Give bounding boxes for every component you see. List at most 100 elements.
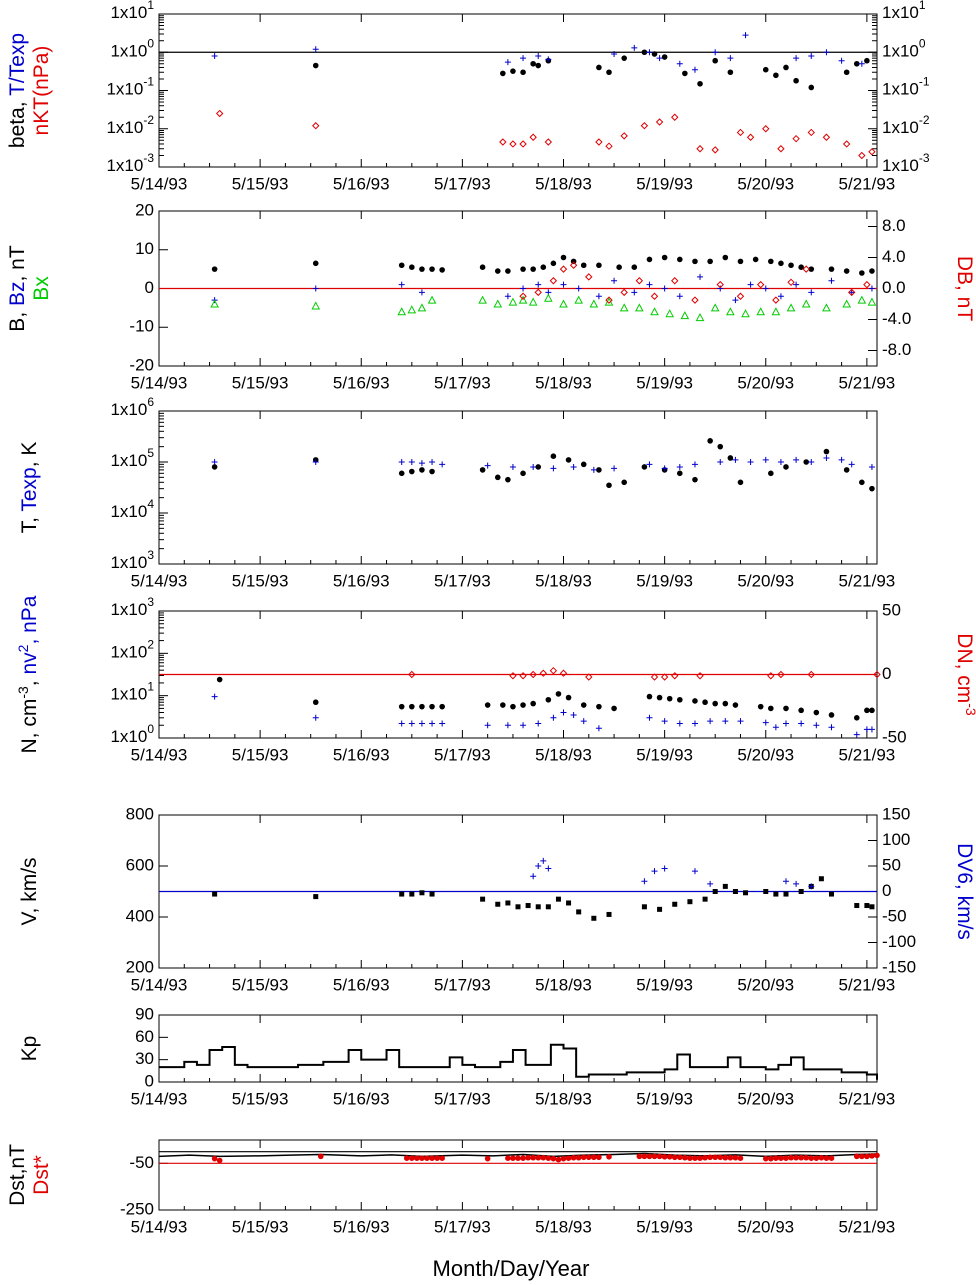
data-point [530, 463, 537, 470]
data-point [505, 1155, 511, 1161]
data-point [530, 873, 537, 880]
data-point [716, 280, 724, 289]
data-point [742, 32, 749, 39]
data-point [802, 265, 810, 273]
data-point [859, 1153, 865, 1160]
data-point [727, 55, 734, 62]
data-point [403, 1155, 410, 1161]
data-point [691, 720, 698, 727]
data-point [429, 1155, 435, 1161]
data-point [808, 266, 815, 272]
data-point [717, 459, 724, 465]
data-point [665, 309, 675, 318]
data-point [691, 461, 698, 468]
x-tick-label: 5/15/93 [232, 745, 289, 764]
series-B-2 [210, 293, 877, 322]
x-tick-label: 5/15/93 [232, 174, 289, 193]
x-tick-label: 5/15/93 [232, 373, 289, 392]
x-tick-label: 5/16/93 [333, 174, 390, 193]
data-point [484, 1155, 491, 1162]
data-point [555, 1156, 562, 1163]
data-point [868, 463, 875, 470]
right-tick-label: -8.0 [882, 340, 911, 359]
plot-frame [158, 13, 878, 168]
data-point [677, 696, 683, 703]
data-point [641, 49, 648, 56]
data-point [808, 883, 815, 890]
data-point [620, 288, 628, 297]
data-point [535, 62, 542, 69]
data-point [778, 260, 784, 267]
series-B-0 [211, 254, 875, 276]
series-T-1 [211, 454, 875, 473]
data-point [549, 666, 558, 675]
data-point [853, 60, 860, 67]
data-point [535, 52, 542, 59]
x-tick-label: 5/14/93 [131, 373, 188, 392]
data-point [838, 456, 845, 463]
data-point [687, 899, 693, 905]
x-tick-label: 5/19/93 [636, 174, 693, 193]
x-tick-label: 5/16/93 [333, 571, 390, 590]
data-point [843, 69, 850, 76]
data-point [312, 459, 319, 465]
data-point [619, 303, 629, 312]
data-point [762, 285, 769, 292]
data-point [756, 307, 766, 316]
data-point [869, 485, 875, 492]
data-point [545, 904, 551, 910]
data-point [762, 66, 769, 73]
x-tick-label: 5/15/93 [232, 1217, 289, 1236]
y-tick-label: 1x102 [110, 638, 154, 662]
data-point [696, 672, 704, 680]
data-point [853, 1153, 860, 1160]
data-point [509, 672, 517, 680]
panel-Dst: -250 -50 5/14/93 5/15/93 5/16/93 5/17/93 5/18/… [6, 1139, 896, 1236]
right-tick-label: -4.0 [882, 309, 911, 328]
data-point [621, 55, 627, 61]
series-Kp-0 [159, 1043, 878, 1080]
data-point [757, 703, 764, 710]
data-point [528, 297, 538, 306]
data-point [677, 256, 683, 263]
data-point [424, 1155, 430, 1161]
data-point [480, 896, 486, 902]
data-point [510, 703, 516, 710]
data-point [732, 889, 738, 894]
data-point [427, 295, 437, 304]
data-point [661, 465, 668, 472]
data-point [419, 703, 425, 710]
data-point [823, 49, 830, 56]
data-point [732, 297, 739, 304]
data-point [768, 705, 774, 712]
data-point [676, 60, 683, 67]
data-point [661, 865, 668, 872]
data-point [848, 289, 855, 296]
data-point [478, 295, 487, 304]
data-point [559, 299, 568, 308]
data-point [798, 1154, 804, 1161]
data-point [803, 1154, 810, 1161]
data-point [671, 113, 679, 121]
x-tick-label: 5/15/93 [232, 571, 289, 590]
data-point [859, 270, 865, 276]
data-point [808, 1155, 815, 1161]
plot-frame [158, 410, 878, 565]
data-point [697, 1155, 703, 1161]
x-tick-label: 5/20/93 [737, 373, 794, 392]
data-point [419, 1155, 425, 1161]
data-point [311, 301, 321, 310]
data-point [808, 459, 815, 465]
data-point [504, 722, 511, 729]
data-point [534, 288, 542, 297]
data-point [596, 467, 602, 473]
data-point [591, 1154, 597, 1161]
data-point [479, 467, 486, 473]
data-point [768, 470, 774, 477]
x-tick-label: 5/19/93 [636, 1217, 693, 1236]
data-point [419, 266, 425, 272]
x-tick-label: 5/19/93 [636, 975, 693, 994]
data-point [418, 460, 425, 467]
x-tick-label: 5/21/93 [839, 1217, 896, 1236]
